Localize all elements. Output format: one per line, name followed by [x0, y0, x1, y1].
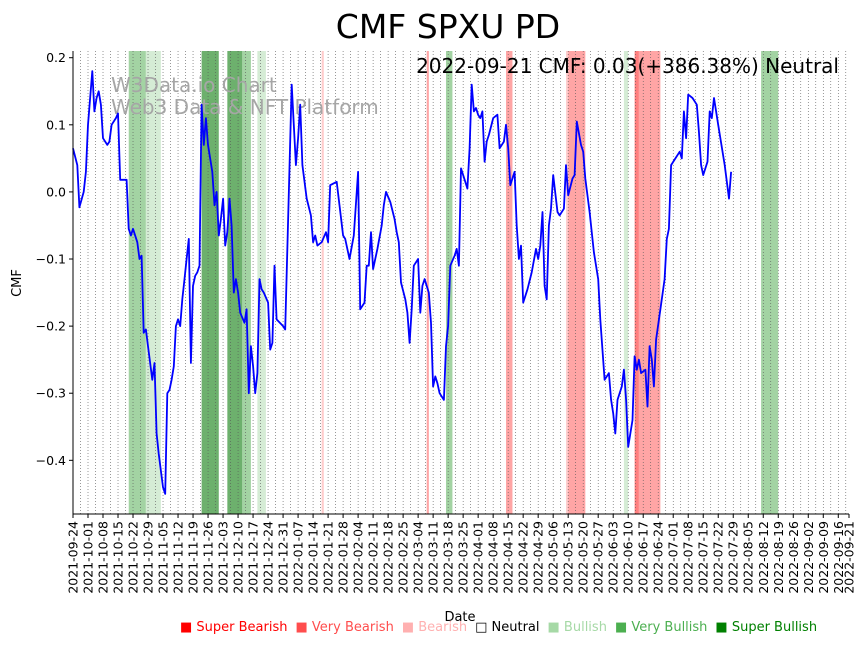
- series-line-cmf: [72, 70, 732, 495]
- x-tick-label: 2022-09-09: [816, 521, 831, 594]
- x-tick-label: 2022-04-29: [531, 521, 546, 594]
- x-tick-label: 2022-02-18: [381, 521, 396, 594]
- x-tick-label: 2021-12-24: [261, 521, 276, 594]
- y-tick-label: −0.3: [36, 386, 66, 401]
- x-tick-label: 2022-04-08: [486, 521, 501, 594]
- legend-item: ■ Very Bearish: [295, 620, 394, 635]
- x-tick-label: 2021-10-29: [141, 521, 156, 594]
- x-tick-label: 2021-12-17: [246, 521, 261, 594]
- x-tick-label: 2021-11-26: [201, 521, 216, 594]
- x-tick-label: 2021-10-01: [81, 521, 96, 594]
- x-tick-label: 2022-02-11: [366, 521, 381, 594]
- y-tick-label: 0.2: [46, 50, 66, 65]
- x-tick-label: 2021-11-12: [171, 521, 186, 594]
- x-tick-label: 2022-09-16: [831, 521, 846, 594]
- band-super-bearish: [634, 51, 639, 514]
- x-tick-label: 2021-11-05: [156, 521, 171, 594]
- x-tick-label: 2022-08-26: [786, 521, 801, 594]
- x-tick-label: 2021-10-22: [126, 521, 141, 594]
- legend-item: ■ Bearish: [401, 620, 468, 635]
- x-tick-label: 2022-02-04: [351, 521, 366, 594]
- x-tick-label: 2022-04-15: [501, 521, 516, 594]
- y-tick-label: 0.0: [46, 184, 66, 199]
- x-tick-label: 2022-08-05: [741, 521, 756, 594]
- y-axis-ticks: 0.2 0.1 0.0 −0.1 −0.2 −0.3 −0.4: [36, 50, 73, 468]
- cmf-series: [72, 70, 732, 495]
- x-tick-label: 2022-01-07: [291, 521, 306, 594]
- band-bearish: [321, 51, 324, 514]
- x-tick-label: 2022-04-22: [516, 521, 531, 594]
- signal-legend: ■ Super Bearish ■ Very Bearish ■ Bearish □ …: [180, 620, 817, 635]
- x-tick-label: 2022-05-13: [561, 521, 576, 594]
- x-tick-label: 2021-12-10: [231, 521, 246, 594]
- x-tick-label: 2022-05-27: [591, 521, 606, 594]
- band-very-bearish: [506, 51, 513, 514]
- x-tick-label: 2022-08-12: [756, 521, 771, 594]
- x-tick-label: 2022-08-19: [771, 521, 786, 594]
- band-super-bullish: [201, 51, 219, 514]
- x-tick-label: 2022-06-17: [636, 521, 651, 594]
- y-tick-label: −0.2: [36, 319, 66, 334]
- legend-item: ■ Bullish: [547, 620, 607, 635]
- x-tick-label: 2021-12-31: [276, 521, 291, 594]
- band-very-bearish: [638, 51, 661, 514]
- x-tick-label: 2021-12-03: [216, 521, 231, 594]
- y-tick-label: −0.4: [36, 453, 66, 468]
- x-tick-label: 2022-06-24: [651, 521, 666, 594]
- y-tick-label: −0.1: [36, 252, 66, 267]
- x-tick-label: 2022-01-14: [306, 521, 321, 594]
- x-tick-label: 2022-03-04: [411, 521, 426, 594]
- x-tick-label: 2021-10-15: [111, 521, 126, 594]
- watermark-line-2: Web3 Data & NFT Platform: [111, 95, 379, 119]
- axes: [72, 51, 849, 515]
- x-tick-label: 2022-05-20: [576, 521, 591, 594]
- band-bearish: [566, 51, 569, 514]
- band-very-bearish: [426, 51, 429, 514]
- legend-item: ■ Very Bullish: [614, 620, 708, 635]
- band-very-bearish: [568, 51, 586, 514]
- x-tick-label: 2022-06-10: [621, 521, 636, 594]
- x-tick-label: 2022-09-21: [842, 521, 857, 594]
- x-tick-label: 2021-11-19: [186, 521, 201, 594]
- x-tick-label: 2022-03-18: [441, 521, 456, 594]
- x-tick-label: 2022-07-29: [726, 521, 741, 594]
- x-tick-label: 2022-05-06: [546, 521, 561, 594]
- legend-item: ■ Super Bullish: [715, 620, 818, 635]
- chart-title: CMF SPXU PD: [336, 7, 560, 46]
- legend-item: ■ Super Bearish: [180, 620, 288, 635]
- x-tick-label: 2022-01-21: [321, 521, 336, 594]
- band-very-bullish: [128, 51, 146, 514]
- x-axis-ticks: 2021-09-24 2021-10-01 2021-10-08 2021-10-15…: [66, 514, 857, 594]
- latest-value-annotation: 2022-09-21 CMF: 0.03(+386.38%) Neutral: [416, 54, 839, 78]
- x-tick-label: 2022-07-15: [696, 521, 711, 594]
- watermark-line-1: W3Data.io Chart: [111, 73, 277, 97]
- x-tick-label: 2021-10-08: [96, 521, 111, 594]
- x-tick-label: 2022-09-02: [801, 521, 816, 594]
- y-tick-label: 0.1: [46, 117, 66, 132]
- watermark: W3Data.io Chart Web3 Data & NFT Platform: [111, 73, 379, 119]
- band-bullish: [623, 51, 629, 514]
- band-bullish: [145, 51, 161, 514]
- x-tick-label: 2022-07-01: [666, 521, 681, 594]
- x-tick-label: 2022-03-11: [426, 521, 441, 594]
- band-very-bullish: [761, 51, 779, 514]
- x-tick-label: 2022-07-08: [681, 521, 696, 594]
- x-tick-label: 2022-04-01: [471, 521, 486, 594]
- x-tick-label: 2022-03-25: [456, 521, 471, 594]
- legend-item: □ Neutral: [475, 620, 540, 635]
- x-tick-label: 2022-07-22: [711, 521, 726, 594]
- band-bullish: [257, 51, 266, 514]
- y-axis-label: CMF: [10, 269, 25, 297]
- x-axis-label: Date: [444, 610, 475, 625]
- x-tick-label: 2021-09-24: [66, 521, 81, 594]
- x-tick-label: 2022-06-03: [606, 521, 621, 594]
- band-very-bullish: [242, 51, 251, 514]
- x-tick-label: 2022-01-28: [336, 521, 351, 594]
- x-tick-label: 2022-02-25: [396, 521, 411, 594]
